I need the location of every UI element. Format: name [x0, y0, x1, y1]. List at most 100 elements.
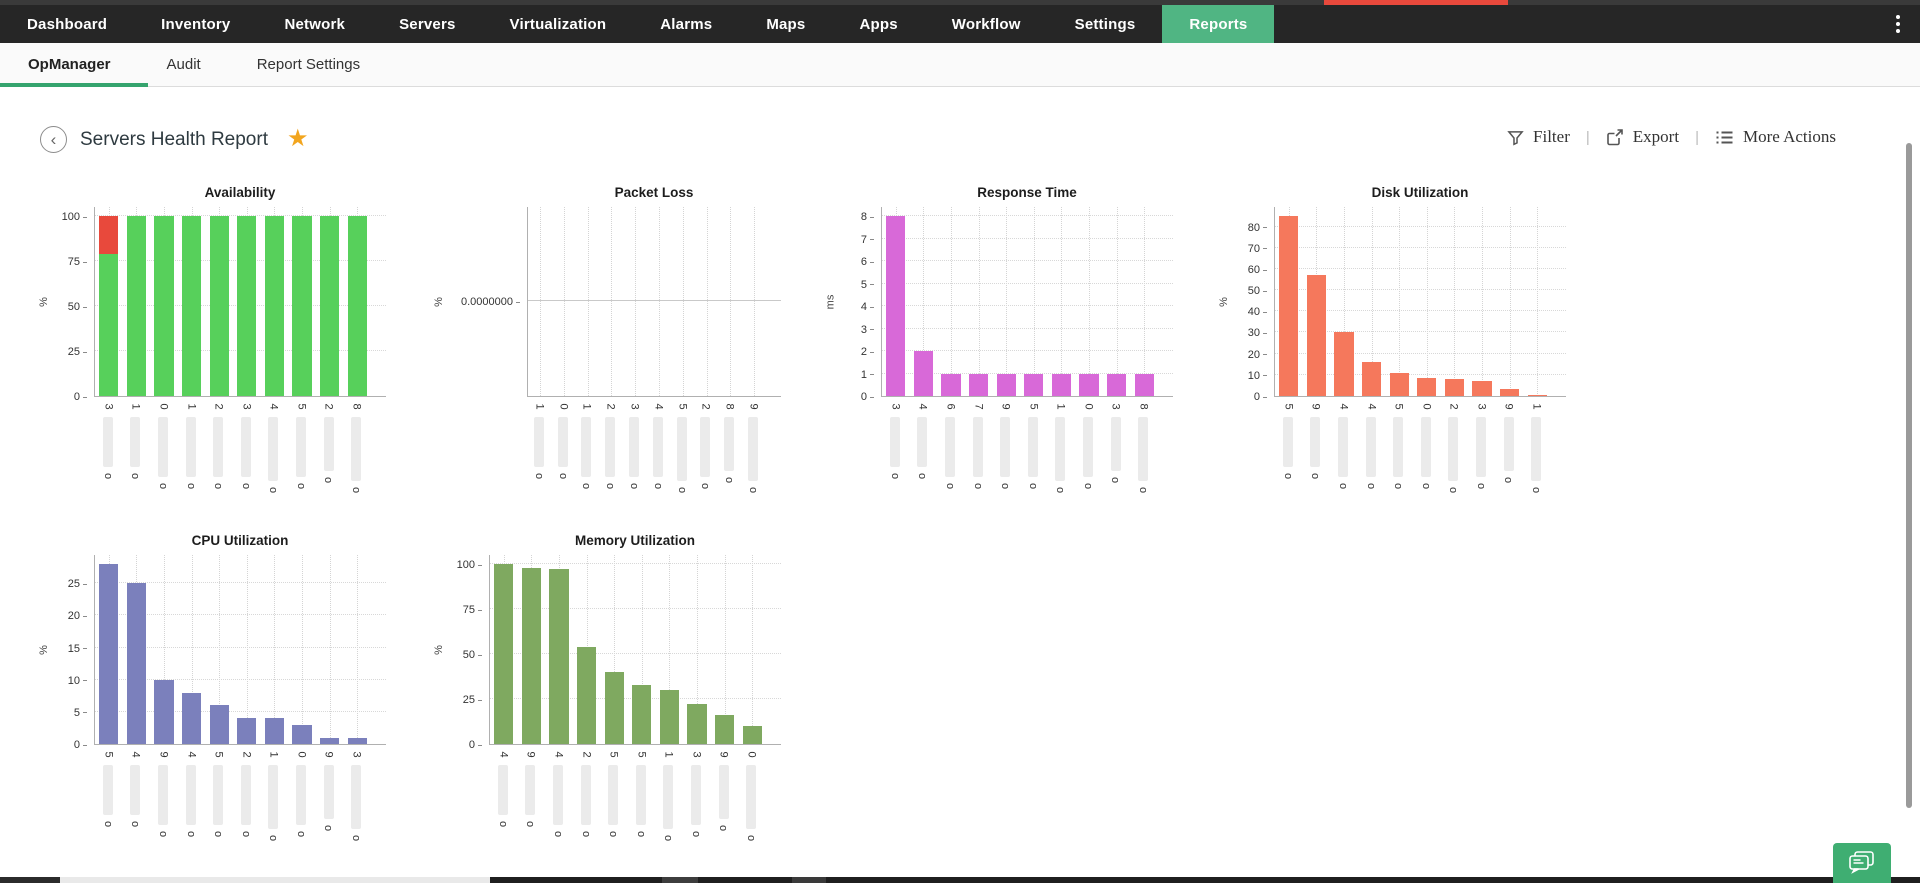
x-label-redaction [608, 765, 619, 825]
hscroll-thumb[interactable] [60, 877, 490, 883]
x-label-tail: o [1054, 486, 1067, 494]
bar[interactable] [1499, 388, 1520, 396]
x-label-redaction [1310, 417, 1321, 467]
y-tick-label: 60 [1248, 264, 1267, 276]
chart-row: % 0 25 50 75 100 Availability 3 o 1 o 0 o 1 o 2 o 3 o 4 o 5 o 2… [35, 183, 423, 496]
bar[interactable] [1051, 373, 1072, 396]
x-label-tail: o [1026, 482, 1039, 490]
nav-item-network[interactable]: Network [284, 15, 346, 33]
x-label-tail: o [699, 482, 712, 490]
bar[interactable] [996, 373, 1016, 396]
nav-item-settings[interactable]: Settings [1074, 15, 1136, 33]
y-axis-ticks: 0 5 10 15 20 25 [52, 555, 94, 751]
bar[interactable] [209, 705, 229, 744]
bar[interactable] [209, 216, 229, 396]
vertical-gridline [1006, 207, 1008, 396]
bar[interactable] [99, 216, 119, 254]
tab-report-settings[interactable]: Report Settings [256, 56, 361, 73]
bar[interactable] [1361, 362, 1382, 396]
x-label-redaction [268, 765, 279, 829]
bar[interactable] [604, 672, 624, 744]
bar[interactable] [659, 690, 680, 744]
y-tick-label: 20 [1248, 349, 1267, 361]
bar[interactable] [319, 737, 340, 744]
nav-item-servers[interactable]: Servers [399, 15, 456, 33]
bar[interactable] [521, 567, 542, 744]
bar[interactable] [1472, 381, 1492, 396]
nav-item-apps[interactable]: Apps [859, 15, 898, 33]
vertical-gridline [1061, 207, 1063, 396]
export-icon [1606, 129, 1623, 146]
bar[interactable] [913, 351, 934, 396]
bar[interactable] [576, 646, 597, 744]
tab-opmanager[interactable]: OpManager [28, 56, 111, 73]
bar[interactable] [126, 216, 147, 396]
vertical-gridline [754, 207, 756, 396]
filter-button[interactable]: Filter [1507, 127, 1570, 147]
horizontal-scrollbar[interactable] [0, 877, 1920, 883]
bar[interactable] [319, 216, 340, 396]
back-button[interactable]: ‹ [40, 126, 67, 153]
bar[interactable] [687, 704, 707, 744]
x-label-redaction [240, 417, 251, 477]
x-label-tail: o [294, 830, 307, 838]
bar[interactable] [968, 373, 989, 396]
bar[interactable] [126, 583, 147, 744]
x-label-tail: o [556, 472, 569, 480]
bar[interactable] [347, 737, 367, 744]
bar[interactable] [292, 724, 312, 744]
bar[interactable] [1334, 332, 1354, 396]
bar[interactable] [742, 726, 762, 744]
nav-item-alarms[interactable]: Alarms [660, 15, 713, 33]
nav-item-maps[interactable]: Maps [766, 15, 806, 33]
bar[interactable] [714, 715, 735, 744]
bar[interactable] [264, 718, 285, 744]
bar[interactable] [494, 564, 514, 744]
bar[interactable] [1134, 373, 1154, 396]
bar[interactable] [632, 684, 652, 744]
bar[interactable] [237, 216, 257, 396]
plot-area [881, 207, 1173, 397]
bar[interactable] [181, 692, 202, 744]
nav-item-dashboard[interactable]: Dashboard [27, 15, 108, 33]
bar[interactable] [181, 216, 202, 396]
bar[interactable] [99, 253, 119, 396]
bar[interactable] [886, 216, 906, 396]
bar[interactable] [1444, 379, 1465, 396]
chat-button[interactable] [1833, 843, 1891, 883]
x-label-redaction [605, 417, 616, 477]
favorite-star-icon[interactable]: ★ [287, 125, 309, 152]
bar[interactable] [292, 216, 312, 396]
bar[interactable] [264, 216, 285, 396]
x-label-tail: o [607, 830, 620, 838]
nav-item-workflow[interactable]: Workflow [951, 15, 1021, 33]
bar[interactable] [1306, 275, 1327, 396]
nav-item-virtualization[interactable]: Virtualization [509, 15, 607, 33]
bar[interactable] [237, 718, 257, 744]
more-actions-button[interactable]: More Actions [1715, 127, 1836, 147]
bar[interactable] [1527, 394, 1547, 396]
chart-title: Memory Utilization [574, 533, 695, 548]
nav-item-reports[interactable]: Reports [1162, 5, 1275, 43]
bar[interactable] [1279, 216, 1299, 396]
bar[interactable] [1079, 373, 1099, 396]
bar[interactable] [1106, 373, 1127, 396]
vertical-scrollbar-thumb[interactable] [1906, 143, 1912, 808]
overflow-menu-button[interactable] [1886, 5, 1910, 43]
bar[interactable] [99, 564, 119, 744]
bar[interactable] [941, 373, 961, 396]
bar[interactable] [549, 569, 569, 744]
bar[interactable] [154, 679, 174, 744]
x-label-redaction [157, 765, 168, 825]
bar[interactable] [1024, 373, 1044, 396]
bar[interactable] [347, 216, 367, 396]
bar[interactable] [1417, 378, 1437, 396]
tab-audit[interactable]: Audit [166, 56, 201, 73]
bar[interactable] [154, 216, 174, 396]
nav-item-inventory[interactable]: Inventory [161, 15, 231, 33]
export-button[interactable]: Export [1606, 127, 1679, 147]
bar[interactable] [1389, 372, 1409, 396]
